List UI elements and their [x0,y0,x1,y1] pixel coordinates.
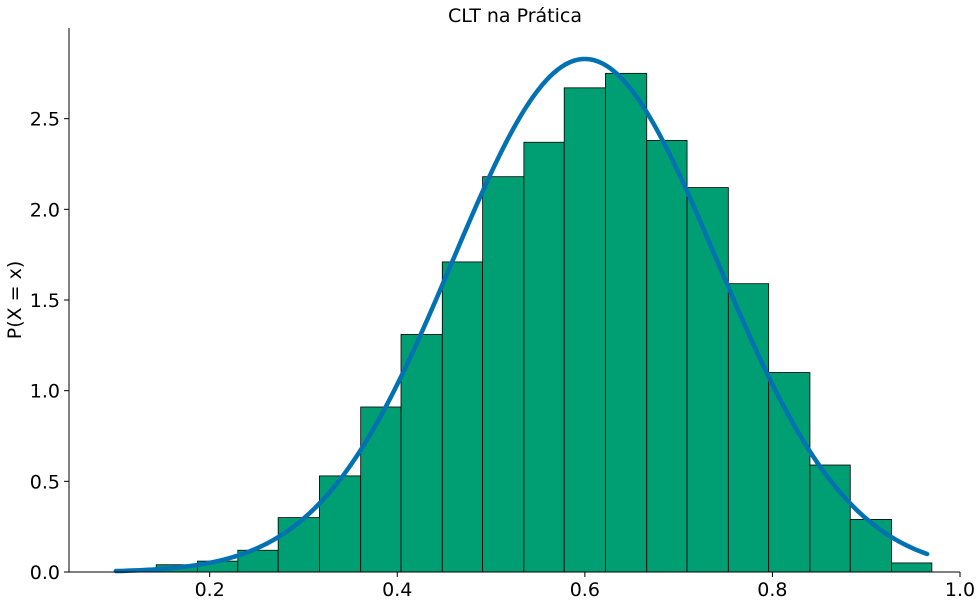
x-tick-label: 0.6 [570,579,600,601]
y-tick-label: 0.0 [30,562,60,584]
x-axis-ticks: 0.2 0.4 0.6 0.8 1.0 [195,572,975,601]
histogram-bar-15 [727,283,770,573]
histogram-bar-4 [277,517,320,573]
normal-density-curve [113,56,930,574]
x-tick-label: 0.8 [757,579,787,601]
chart-title: CLT na Prática [448,5,582,27]
histogram-bar-19 [891,562,933,573]
histogram-bar-13 [646,140,688,573]
histogram-bar-17 [809,464,851,573]
y-tick-label: 1.0 [30,381,60,403]
histogram-bar-11 [563,87,606,573]
y-axis-label: P(X = x) [4,261,26,340]
x-tick-label: 0.4 [382,579,412,601]
histogram-bar-6 [360,406,402,573]
x-tick-label: 0.2 [195,579,225,601]
histogram-bar-14 [686,187,729,573]
y-axis-ticks: 0.0 0.5 1.0 1.5 2.0 2.5 [30,109,69,584]
histogram-bar-10 [523,141,565,573]
y-tick-label: 0.5 [30,471,60,493]
y-tick-label: 1.5 [30,290,60,312]
x-tick-label: 1.0 [945,579,975,601]
histogram-bar-5 [319,475,362,573]
histogram-bar-12 [605,72,648,573]
histogram-bar-16 [768,372,811,573]
y-tick-label: 2.0 [30,199,60,221]
histogram-bar-7 [400,334,443,573]
histogram-bar-8 [441,261,484,573]
histogram-bar-9 [482,176,525,573]
histogram-bar-18 [849,519,892,573]
histogram-bars [155,72,933,573]
y-tick-label: 2.5 [30,109,60,131]
